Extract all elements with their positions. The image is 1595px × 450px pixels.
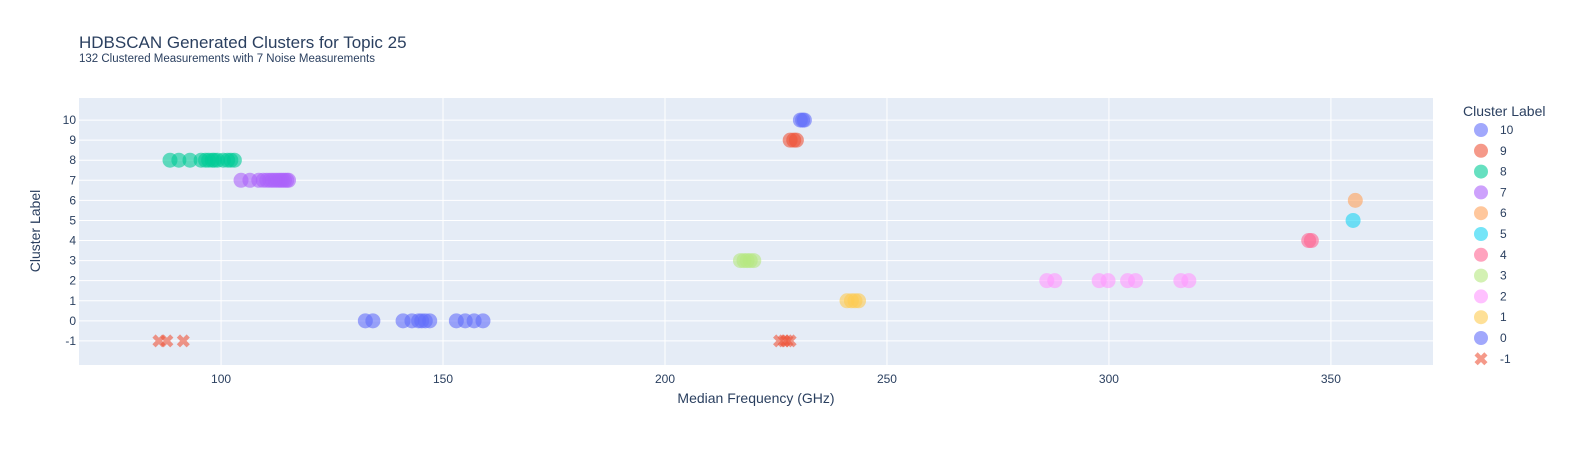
x-axis-ticks: 100 150 200 250 300 350 [211, 372, 1341, 386]
series-10 [792, 112, 812, 128]
legend-label: 9 [1500, 144, 1507, 158]
x-tick-label: 350 [1321, 372, 1341, 386]
data-point-x [783, 334, 797, 348]
legend-marker [1474, 143, 1488, 158]
legend-label: 2 [1500, 289, 1507, 303]
legend-item-3[interactable]: 3 [1474, 268, 1507, 283]
data-point [226, 152, 242, 168]
legend-item-8[interactable]: 8 [1474, 164, 1507, 179]
legend-marker [1474, 185, 1488, 200]
legend-item-0[interactable]: 0 [1474, 331, 1507, 345]
y-tick-label: 3 [69, 254, 76, 268]
legend-marker [1474, 247, 1488, 262]
data-point [1181, 273, 1197, 289]
data-point [182, 152, 198, 168]
legend-label: 1 [1500, 310, 1507, 324]
legend-marker [1474, 227, 1488, 241]
y-tick-label: 5 [69, 213, 76, 227]
legend-marker [1474, 123, 1488, 137]
legend-item-9[interactable]: 9 [1474, 143, 1507, 158]
legend-marker [1474, 310, 1488, 325]
y-tick-label: 8 [69, 153, 76, 167]
series-5 [1345, 212, 1361, 228]
legend-item-5[interactable]: 5 [1474, 227, 1507, 241]
data-points [152, 112, 1363, 348]
data-point [746, 253, 762, 269]
y-tick-label: 4 [69, 234, 76, 248]
series-6 [1347, 192, 1363, 208]
legend-marker [1474, 206, 1488, 221]
data-point [1303, 233, 1319, 249]
y-axis-title: Cluster Label [27, 190, 43, 273]
plot-background [79, 98, 1433, 365]
series--1 [152, 334, 797, 348]
x-tick-label: 300 [1099, 372, 1119, 386]
series-1 [839, 293, 867, 309]
legend-marker [1474, 289, 1488, 304]
y-tick-label: 6 [69, 193, 76, 207]
legend-label: 0 [1500, 331, 1507, 345]
legend-item-7[interactable]: 7 [1474, 185, 1507, 200]
x-tick-label: 100 [211, 372, 231, 386]
legend-marker [1474, 268, 1488, 283]
legend-item-2[interactable]: 2 [1474, 289, 1507, 304]
series-7 [233, 172, 297, 188]
series-2 [1039, 273, 1197, 289]
legend-label: 3 [1500, 269, 1507, 283]
data-point [365, 313, 381, 329]
data-point [788, 132, 804, 148]
x-tick-label: 200 [655, 372, 675, 386]
legend-label: 6 [1500, 206, 1507, 220]
legend-item-6[interactable]: 6 [1474, 206, 1507, 221]
data-point [475, 313, 491, 329]
data-point [1100, 273, 1116, 289]
x-tick-label: 250 [877, 372, 897, 386]
legend-title: Cluster Label [1463, 103, 1546, 119]
y-axis-ticks: -1 0 1 2 3 4 5 6 7 8 9 10 [63, 113, 77, 348]
data-point [1047, 273, 1063, 289]
chart-title: HDBSCAN Generated Clusters for Topic 25 [79, 33, 407, 52]
x-tick-label: 150 [433, 372, 453, 386]
legend-item--1[interactable]: -1 [1474, 352, 1511, 366]
data-point [1128, 273, 1144, 289]
legend-label: -1 [1500, 352, 1511, 366]
legend-item-4[interactable]: 4 [1474, 248, 1507, 262]
y-tick-label: 10 [63, 113, 77, 127]
legend-label: 4 [1500, 248, 1507, 262]
data-point [422, 313, 438, 329]
series-0 [357, 313, 491, 329]
data-point [281, 172, 297, 188]
data-point-x [176, 334, 190, 348]
y-tick-label: 7 [69, 173, 76, 187]
y-tick-label: -1 [65, 334, 76, 348]
legend-item-1[interactable]: 1 [1474, 310, 1507, 325]
legend-marker [1474, 164, 1488, 179]
series-8 [162, 152, 242, 168]
data-point [1347, 192, 1363, 208]
legend-marker [1474, 331, 1488, 345]
chart-subtitle: 132 Clustered Measurements with 7 Noise … [79, 53, 375, 65]
data-point-x [160, 334, 174, 348]
legend-label: 7 [1500, 185, 1507, 199]
y-tick-label: 1 [69, 294, 76, 308]
series-3 [732, 253, 762, 269]
data-point [851, 293, 867, 309]
series-4 [1301, 233, 1319, 249]
y-tick-label: 0 [69, 314, 76, 328]
series-9 [782, 132, 804, 148]
legend-label: 8 [1500, 165, 1507, 179]
x-axis-title: Median Frequency (GHz) [677, 390, 834, 406]
y-tick-label: 2 [69, 274, 76, 288]
legend-label: 10 [1500, 123, 1514, 137]
y-tick-label: 9 [69, 133, 76, 147]
legend-marker-x [1474, 352, 1488, 366]
data-point [171, 152, 187, 168]
legend-item-10[interactable]: 10 [1474, 123, 1514, 137]
data-point [796, 112, 812, 128]
data-point [1345, 212, 1361, 228]
legend-label: 5 [1500, 227, 1507, 241]
